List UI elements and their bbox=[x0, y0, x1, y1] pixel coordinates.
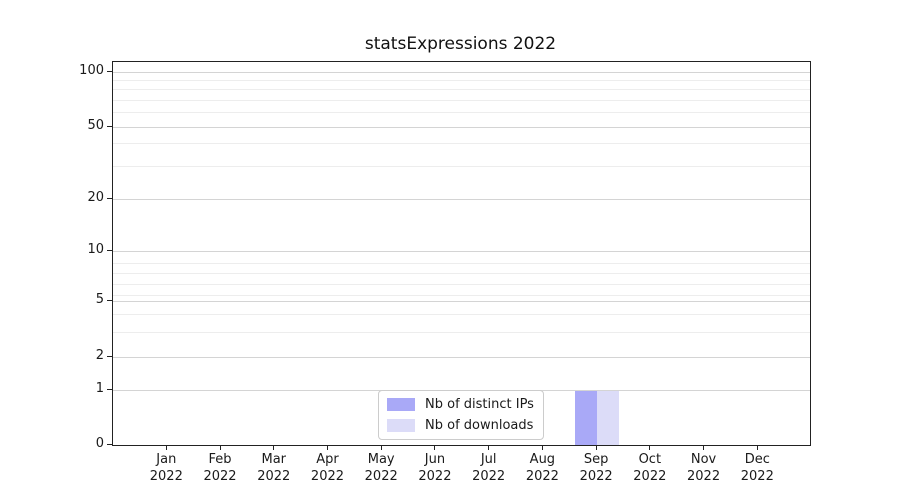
x-tick-mark-Sep bbox=[595, 445, 597, 450]
x-tick-month: Apr bbox=[316, 452, 339, 467]
legend-label-0: Nb of distinct IPs bbox=[425, 397, 534, 412]
gridline-major-y20 bbox=[113, 199, 810, 200]
x-tick-mark-May bbox=[380, 445, 382, 450]
x-tick-label-Sep: Sep 2022 bbox=[568, 451, 624, 485]
y-tick-label-1: 1 bbox=[95, 381, 104, 396]
x-tick-year: 2022 bbox=[149, 469, 183, 484]
x-tick-year: 2022 bbox=[579, 469, 613, 484]
x-tick-month: Sep bbox=[583, 452, 609, 467]
legend: Nb of distinct IPs Nb of downloads bbox=[378, 390, 544, 440]
x-tick-year: 2022 bbox=[525, 469, 559, 484]
x-tick-mark-Feb bbox=[219, 445, 221, 450]
x-tick-label-Feb: Feb 2022 bbox=[192, 451, 248, 485]
x-tick-label-May: May 2022 bbox=[353, 451, 409, 485]
gridline-minor-y90 bbox=[113, 80, 810, 81]
y-tick-mark-100 bbox=[107, 71, 112, 72]
y-tick-label-20: 20 bbox=[87, 190, 104, 205]
y-tick-label-5: 5 bbox=[95, 292, 104, 307]
gridline-minor-y80 bbox=[113, 89, 810, 90]
gridline-major-y2 bbox=[113, 357, 810, 358]
bar-nb-of-distinct-ips-sep bbox=[575, 391, 598, 445]
x-tick-year: 2022 bbox=[740, 469, 774, 484]
x-tick-mark-Dec bbox=[756, 445, 758, 450]
y-tick-mark-1 bbox=[107, 389, 112, 390]
x-tick-mark-Oct bbox=[649, 445, 651, 450]
y-tick-mark-5 bbox=[107, 300, 112, 301]
gridline-major-y100 bbox=[113, 72, 810, 73]
x-tick-label-Apr: Apr 2022 bbox=[299, 451, 355, 485]
x-tick-mark-Aug bbox=[541, 445, 543, 450]
x-tick-month: Feb bbox=[208, 452, 232, 467]
y-tick-mark-50 bbox=[107, 126, 112, 127]
y-tick-label-100: 100 bbox=[79, 63, 104, 78]
gridline-major-y10 bbox=[113, 251, 810, 252]
y-tick-label-0: 0 bbox=[95, 436, 104, 451]
y-tick-mark-10 bbox=[107, 250, 112, 251]
x-tick-month: Dec bbox=[744, 452, 770, 467]
x-tick-label-Jun: Jun 2022 bbox=[407, 451, 463, 485]
x-tick-label-Dec: Dec 2022 bbox=[729, 451, 785, 485]
plot-area bbox=[112, 61, 811, 446]
y-tick-label-2: 2 bbox=[95, 348, 104, 363]
x-tick-label-Mar: Mar 2022 bbox=[246, 451, 302, 485]
gridline-minor-y30 bbox=[113, 166, 810, 167]
legend-item-1: Nb of downloads bbox=[387, 417, 534, 434]
gridline-minor-y3 bbox=[113, 332, 810, 333]
gridline-minor-y4 bbox=[113, 314, 810, 315]
y-tick-mark-0 bbox=[107, 444, 112, 445]
x-tick-year: 2022 bbox=[257, 469, 291, 484]
x-tick-year: 2022 bbox=[472, 469, 506, 484]
legend-swatch-1 bbox=[387, 419, 415, 432]
x-tick-month: Nov bbox=[690, 452, 717, 467]
x-tick-month: Jan bbox=[156, 452, 177, 467]
gridline-minor-y60 bbox=[113, 112, 810, 113]
x-tick-year: 2022 bbox=[418, 469, 452, 484]
x-tick-month: Aug bbox=[529, 452, 556, 467]
x-tick-label-Jan: Jan 2022 bbox=[138, 451, 194, 485]
x-tick-label-Oct: Oct 2022 bbox=[622, 451, 678, 485]
x-tick-month: Oct bbox=[638, 452, 662, 467]
gridline-major-y50 bbox=[113, 127, 810, 128]
x-tick-mark-Jun bbox=[434, 445, 436, 450]
x-tick-month: Mar bbox=[261, 452, 287, 467]
gridline-minor-y8 bbox=[113, 273, 810, 274]
x-tick-mark-Mar bbox=[273, 445, 275, 450]
gridline-minor-y9 bbox=[113, 263, 810, 264]
y-tick-label-50: 50 bbox=[87, 118, 104, 133]
legend-label-1: Nb of downloads bbox=[425, 418, 534, 433]
x-tick-mark-Jan bbox=[165, 445, 167, 450]
x-tick-mark-Apr bbox=[326, 445, 328, 450]
gridline-minor-y40 bbox=[113, 143, 810, 144]
legend-swatch-0 bbox=[387, 398, 415, 411]
x-tick-mark-Jul bbox=[488, 445, 490, 450]
x-tick-month: Jun bbox=[424, 452, 446, 467]
x-tick-month: Jul bbox=[480, 452, 497, 467]
chart-title: statsExpressions 2022 bbox=[364, 34, 557, 54]
x-tick-year: 2022 bbox=[310, 469, 345, 484]
gridline-minor-y6 bbox=[113, 295, 810, 296]
legend-item-0: Nb of distinct IPs bbox=[387, 396, 534, 413]
x-tick-label-Jul: Jul 2022 bbox=[461, 451, 517, 485]
x-tick-year: 2022 bbox=[364, 469, 398, 484]
x-tick-label-Aug: Aug 2022 bbox=[514, 451, 570, 485]
y-tick-mark-20 bbox=[107, 198, 112, 199]
x-tick-year: 2022 bbox=[687, 469, 721, 484]
gridline-major-y5 bbox=[113, 301, 810, 302]
gridline-minor-y7 bbox=[113, 284, 810, 285]
y-tick-mark-2 bbox=[107, 356, 112, 357]
y-tick-label-10: 10 bbox=[87, 242, 104, 257]
bar-nb-of-downloads-sep bbox=[597, 391, 619, 445]
x-tick-label-Nov: Nov 2022 bbox=[676, 451, 732, 485]
gridline-minor-y70 bbox=[113, 100, 810, 101]
x-tick-year: 2022 bbox=[203, 469, 237, 484]
x-tick-mark-Nov bbox=[703, 445, 705, 450]
x-tick-month: May bbox=[367, 452, 395, 467]
x-tick-year: 2022 bbox=[633, 469, 667, 484]
